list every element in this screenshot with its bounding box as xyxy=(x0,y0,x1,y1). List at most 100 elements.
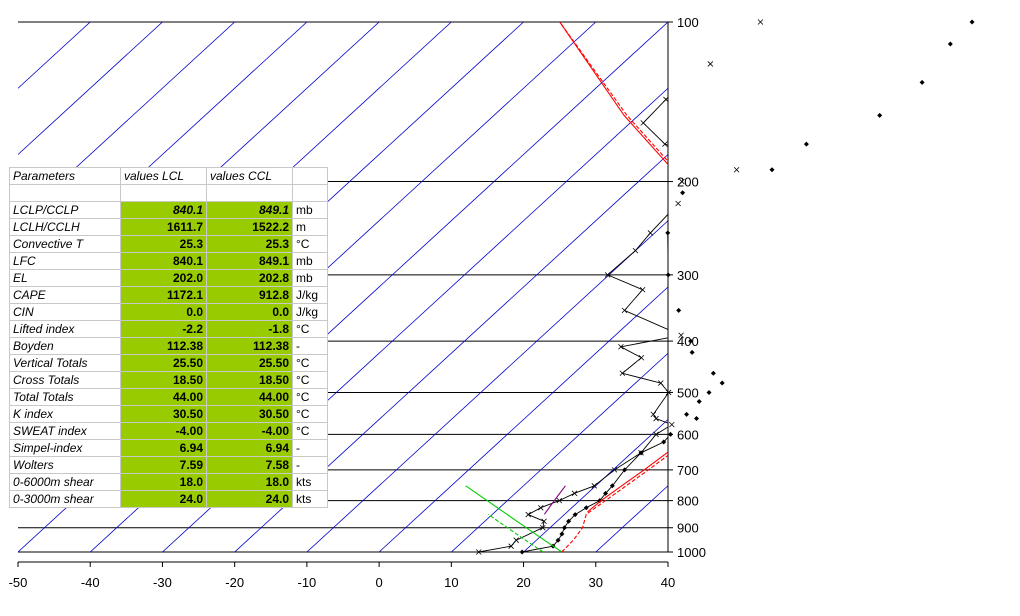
dewpoint-point xyxy=(571,490,578,497)
temperature-point xyxy=(572,512,578,518)
ccl-parcel-line xyxy=(559,22,668,552)
dewpoint-point xyxy=(640,120,647,126)
param-value-lcl: 840.1 xyxy=(120,252,207,270)
param-value-lcl: 0.0 xyxy=(120,303,207,321)
x-tick-label: 20 xyxy=(516,575,530,590)
param-name: Convective T xyxy=(9,235,121,253)
table-row: CAPE 1172.1 912.8 J/kg xyxy=(9,286,328,304)
dewpoint-point xyxy=(638,354,645,361)
table-row: LCLH/CCLH 1611.7 1522.2 m xyxy=(9,218,328,236)
y-tick-label: 500 xyxy=(677,385,699,400)
param-name: Simpel-index xyxy=(9,439,121,457)
temperature-point xyxy=(665,272,671,278)
dewpoint-point xyxy=(662,141,668,147)
param-value-ccl: 6.94 xyxy=(206,439,293,457)
x-tick-label: 0 xyxy=(375,575,382,590)
table-row: Convective T 25.3 25.3 °C xyxy=(9,235,328,253)
param-unit: kts xyxy=(292,473,328,491)
table-row: LCLP/CCLP 840.1 849.1 mb xyxy=(9,201,328,219)
dewpoint-point xyxy=(541,518,547,525)
param-value-ccl: 7.58 xyxy=(206,456,293,474)
y-tick-label: 700 xyxy=(677,463,699,478)
dewpoint-point xyxy=(632,247,639,254)
param-name: Vertical Totals xyxy=(9,354,121,372)
param-name: 0-3000m shear xyxy=(9,490,121,508)
param-value-ccl: 112.38 xyxy=(206,337,293,355)
mixing-ratio-line xyxy=(543,485,566,515)
param-value-lcl: 30.50 xyxy=(120,405,207,423)
param-value-ccl: 0.0 xyxy=(206,303,293,321)
dewpoint-point xyxy=(733,166,740,173)
dewpoint-point xyxy=(675,200,681,207)
temperature-point xyxy=(947,41,953,47)
x-tick-label: -10 xyxy=(297,575,316,590)
temperature-point xyxy=(693,416,699,422)
param-value-ccl: 18.50 xyxy=(206,371,293,389)
temperature-point xyxy=(680,190,686,196)
isotherm-line xyxy=(18,22,235,222)
param-unit: °C xyxy=(292,371,328,389)
param-unit: °C xyxy=(292,405,328,423)
table-row: Vertical Totals 25.50 25.50 °C xyxy=(9,354,328,372)
temperature-point xyxy=(676,307,682,313)
table-row: Cross Totals 18.50 18.50 °C xyxy=(9,371,328,389)
dewpoint-point xyxy=(638,450,644,456)
param-value-ccl: 44.00 xyxy=(206,388,293,406)
dewpoint-point xyxy=(665,389,672,396)
param-name: LCLH/CCLH xyxy=(9,218,121,236)
table-row: 0-6000m shear 18.0 18.0 kts xyxy=(9,473,328,491)
temperature-point xyxy=(555,537,561,543)
param-value-ccl: 849.1 xyxy=(206,201,293,219)
temperature-point xyxy=(689,349,695,355)
table-row: K index 30.50 30.50 °C xyxy=(9,405,328,423)
dewpoint-point xyxy=(658,380,664,386)
param-value-ccl: 30.50 xyxy=(206,405,293,423)
isotherm-line xyxy=(451,352,668,552)
param-value-lcl: 7.59 xyxy=(120,456,207,474)
y-tick-label: 400 xyxy=(677,334,699,349)
y-tick-label: 100 xyxy=(677,15,699,30)
param-unit: °C xyxy=(292,354,328,372)
param-unit: - xyxy=(292,337,328,355)
header-values-lcl: values LCL xyxy=(120,167,207,185)
lcl-parcel-line xyxy=(559,22,668,513)
temperature-point xyxy=(684,411,690,417)
param-value-ccl: 25.3 xyxy=(206,235,293,253)
param-unit: - xyxy=(292,456,328,474)
param-unit: °C xyxy=(292,388,328,406)
dewpoint-point xyxy=(556,497,563,504)
table-blank-row xyxy=(9,184,328,202)
table-row: Simpel-index 6.94 6.94- xyxy=(9,439,328,457)
dewpoint-point xyxy=(679,178,685,185)
isotherm-line xyxy=(18,22,163,156)
temperature-point xyxy=(769,167,775,173)
temperature-point xyxy=(661,439,667,445)
temperature-point xyxy=(566,518,572,524)
temperature-point xyxy=(559,531,565,537)
dewpoint-point xyxy=(508,543,514,549)
param-unit: °C xyxy=(292,235,328,253)
temperature-point xyxy=(710,370,716,376)
temperature-point xyxy=(803,141,809,147)
param-value-lcl: 1172.1 xyxy=(120,286,207,304)
dewpoint-point xyxy=(621,307,628,314)
param-value-lcl: 112.38 xyxy=(120,337,207,355)
param-name: EL xyxy=(9,269,121,287)
temperature-point xyxy=(622,467,628,473)
isotherm-line xyxy=(523,418,668,552)
param-value-lcl: 18.50 xyxy=(120,371,207,389)
dewpoint-point xyxy=(653,415,659,422)
dewpoint-point xyxy=(618,343,624,350)
param-name: LFC xyxy=(9,252,121,270)
x-tick-label: 30 xyxy=(589,575,603,590)
dewpoint-point xyxy=(653,431,659,438)
table-row: Lifted index -2.2 -1.8 °C xyxy=(9,320,328,338)
header-unit xyxy=(292,167,328,185)
isotherm-line xyxy=(18,22,308,288)
temperature-point xyxy=(919,79,925,85)
table-row: Wolters 7.59 7.58- xyxy=(9,456,328,474)
param-unit: mb xyxy=(292,201,328,219)
param-unit: °C xyxy=(292,320,328,338)
temperature-point xyxy=(609,483,615,489)
param-name: Lifted index xyxy=(9,320,121,338)
